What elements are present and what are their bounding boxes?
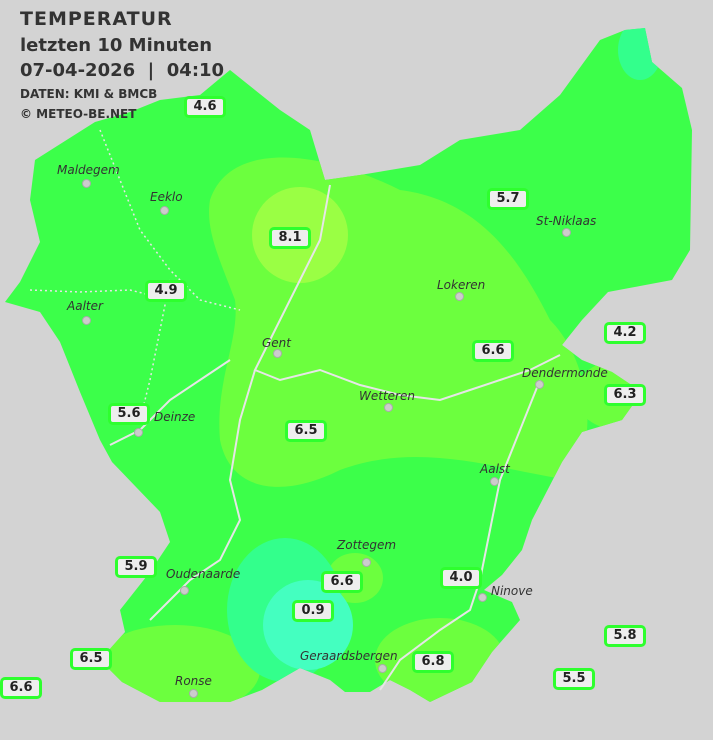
station-value[interactable]: 4.9 [145, 280, 187, 302]
station-value[interactable]: 4.6 [184, 96, 226, 118]
city-label-aalter: Aalter [67, 299, 103, 313]
city-label-deinze: Deinze [154, 410, 196, 424]
city-dot [378, 664, 387, 673]
city-dot [478, 593, 487, 602]
station-value[interactable]: 6.6 [321, 571, 363, 593]
city-dot [455, 292, 464, 301]
canal-deinze [139, 279, 171, 421]
city-dot [180, 586, 189, 595]
river-leie [109, 359, 231, 446]
city-dot [189, 689, 198, 698]
station-value[interactable]: 4.0 [440, 567, 482, 589]
station-value[interactable]: 6.5 [70, 648, 112, 670]
station-value[interactable]: 8.1 [269, 227, 311, 249]
city-label-eeklo: Eeklo [150, 190, 183, 204]
city-dot [384, 403, 393, 412]
city-dot [82, 179, 91, 188]
city-dot [490, 477, 499, 486]
city-label-st-niklaas: St-Niklaas [536, 214, 597, 228]
station-value[interactable]: 6.6 [0, 677, 42, 699]
rivers [109, 184, 561, 691]
city-dot [535, 380, 544, 389]
city-label-wetteren: Wetteren [359, 389, 415, 403]
station-value[interactable]: 5.7 [487, 188, 529, 210]
city-label-gent: Gent [262, 336, 291, 350]
city-dot [134, 428, 143, 437]
city-dot [82, 316, 91, 325]
city-label-dendermonde: Dendermonde [522, 366, 608, 380]
station-value[interactable]: 4.2 [604, 322, 646, 344]
city-label-ronse: Ronse [175, 674, 212, 688]
station-value[interactable]: 5.8 [604, 625, 646, 647]
river-schelde-north [253, 184, 561, 402]
cool-zone-northeast [618, 28, 662, 80]
city-label-ninove: Ninove [491, 584, 533, 598]
city-label-geraardsbergen: Geraardsbergen [300, 649, 398, 663]
copyright: © METEO-BE.NET [20, 107, 137, 121]
city-dot [362, 558, 371, 567]
data-source: DATEN: KMI & BMCB [20, 87, 158, 101]
city-label-oudenaarde: Oudenaarde [166, 567, 241, 581]
station-value[interactable]: 0.9 [292, 600, 334, 622]
river-schelde-south [149, 369, 256, 621]
station-value[interactable]: 5.9 [115, 556, 157, 578]
city-label-maldegem: Maldegem [57, 163, 120, 177]
station-value[interactable]: 6.5 [285, 420, 327, 442]
station-value[interactable]: 6.3 [604, 384, 646, 406]
datetime: 07-04-2026 | 04:10 [20, 60, 225, 81]
city-dot [273, 349, 282, 358]
map-title: TEMPERATUR [20, 8, 173, 30]
city-label-aalst: Aalst [480, 462, 510, 476]
station-value[interactable]: 6.8 [412, 651, 454, 673]
city-dot [562, 228, 571, 237]
station-value[interactable]: 6.6 [472, 340, 514, 362]
station-value[interactable]: 5.5 [553, 668, 595, 690]
station-value[interactable]: 5.6 [108, 403, 150, 425]
city-label-zottegem: Zottegem [337, 538, 397, 552]
map-subtitle: letzten 10 Minuten [20, 35, 213, 56]
city-dot [160, 206, 169, 215]
city-label-lokeren: Lokeren [437, 278, 486, 292]
